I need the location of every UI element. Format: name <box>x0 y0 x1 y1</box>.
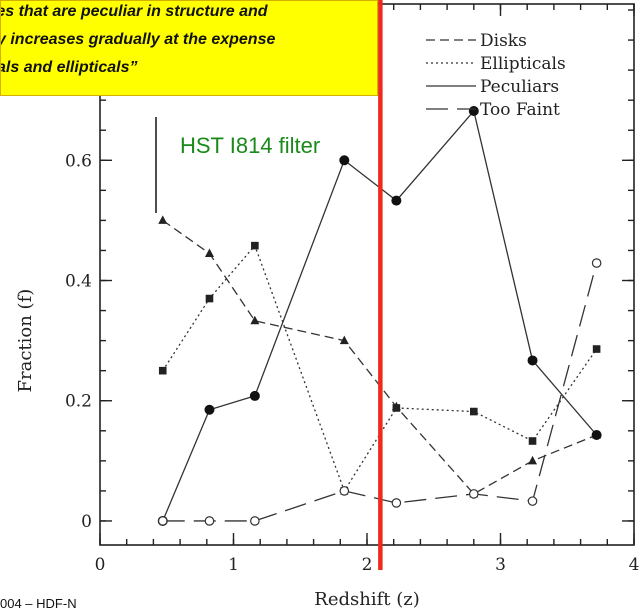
y-axis-title: Fraction (f) <box>15 289 36 393</box>
filter-annotation: HST I814 filter <box>180 133 321 158</box>
open-circle-marker <box>157 516 168 526</box>
y-tick-label: 0 <box>81 512 92 532</box>
y-tick-label: 0.6 <box>65 151 92 171</box>
series-layer <box>157 105 602 526</box>
triangle-marker <box>250 315 260 325</box>
triangle-marker <box>204 248 214 257</box>
quote-line-0: xies that are peculiar in structure and <box>0 3 268 20</box>
square-marker <box>470 407 478 416</box>
quote-line-1: y increases gradually at the expense <box>0 31 276 48</box>
triangle-marker <box>528 455 538 465</box>
filled-circle-marker <box>204 404 215 415</box>
filled-circle-marker <box>339 155 350 166</box>
legend-label: Peculiars <box>480 77 559 97</box>
legend-label: Disks <box>480 31 527 51</box>
x-tick-label: 2 <box>362 555 373 575</box>
series-too-faint <box>157 258 602 526</box>
x-tick-label: 1 <box>228 555 239 575</box>
quote-line-2: als and ellipticals” <box>0 59 138 76</box>
series-peculiars <box>157 105 602 526</box>
series-line <box>162 244 598 493</box>
open-circle-marker <box>204 516 215 526</box>
filled-circle-marker <box>591 429 602 440</box>
filled-circle-marker <box>468 105 479 116</box>
square-marker <box>158 366 167 375</box>
x-tick-label: 0 <box>95 555 106 575</box>
legend-label: Too Faint <box>480 100 560 120</box>
series-line <box>162 109 598 522</box>
y-tick-label: 0.4 <box>65 272 92 292</box>
open-circle-marker <box>339 486 350 496</box>
filled-circle-marker <box>391 195 402 206</box>
legend: Disks Ellipticals Peculiars Too Faint <box>426 31 566 120</box>
triangle-marker <box>339 335 349 345</box>
source-note: 004 – HDF-N <box>0 596 77 611</box>
triangle-marker <box>158 215 168 224</box>
square-marker <box>528 437 537 445</box>
x-axis-title: Redshift (z) <box>314 589 419 610</box>
x-tick-label: 3 <box>495 555 506 575</box>
filled-circle-marker <box>527 355 538 366</box>
square-marker <box>592 345 601 353</box>
square-marker <box>251 241 259 250</box>
filled-circle-marker <box>249 390 260 401</box>
quote-callout: xies that are peculiar in structure and … <box>0 0 378 96</box>
open-circle-marker <box>591 258 602 268</box>
square-marker <box>392 404 401 412</box>
open-circle-marker <box>527 496 538 506</box>
open-circle-marker <box>391 498 402 508</box>
x-tick-label: 4 <box>629 555 640 575</box>
open-circle-marker <box>468 489 479 499</box>
y-tick-label: 0.2 <box>65 392 92 412</box>
square-marker <box>205 294 214 303</box>
series-line <box>162 219 597 495</box>
legend-label: Ellipticals <box>480 54 566 74</box>
open-circle-marker <box>250 516 260 526</box>
